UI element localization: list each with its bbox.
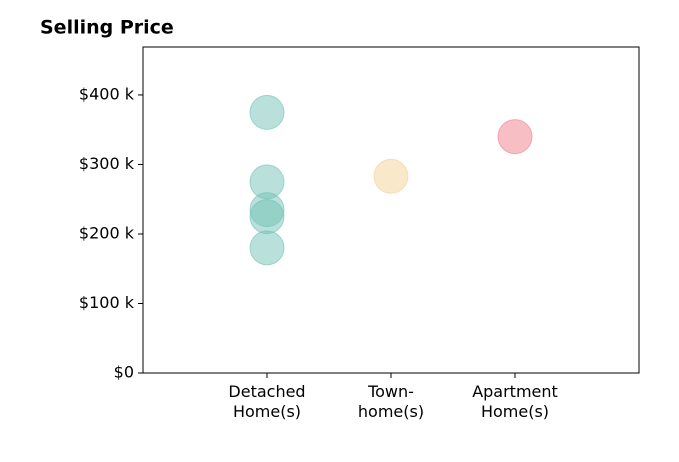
y-tick-label: $200 k (79, 223, 135, 242)
point (249, 199, 285, 235)
x-tick-label: Town- home(s) (357, 382, 425, 421)
point (373, 158, 409, 194)
y-tick-label: $300 k (79, 154, 135, 173)
y-tick-label: $400 k (79, 84, 135, 103)
x-tick-label: Detached Home(s) (228, 382, 306, 421)
point (497, 119, 533, 155)
plot-frame (142, 46, 640, 374)
y-tick-label: $100 k (79, 293, 135, 312)
chart-title: Selling Price (40, 17, 174, 39)
point (249, 94, 285, 130)
y-tick-label: $0 (114, 363, 134, 382)
point (249, 230, 285, 266)
x-tick-label: Apartment Home(s) (472, 382, 558, 421)
